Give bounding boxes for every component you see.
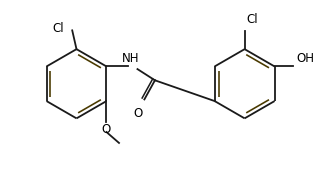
Text: NH: NH bbox=[121, 52, 139, 65]
Text: Cl: Cl bbox=[246, 13, 258, 26]
Text: O: O bbox=[134, 107, 143, 120]
Text: OH: OH bbox=[296, 52, 314, 65]
Text: Cl: Cl bbox=[52, 22, 64, 35]
Text: O: O bbox=[102, 123, 111, 136]
